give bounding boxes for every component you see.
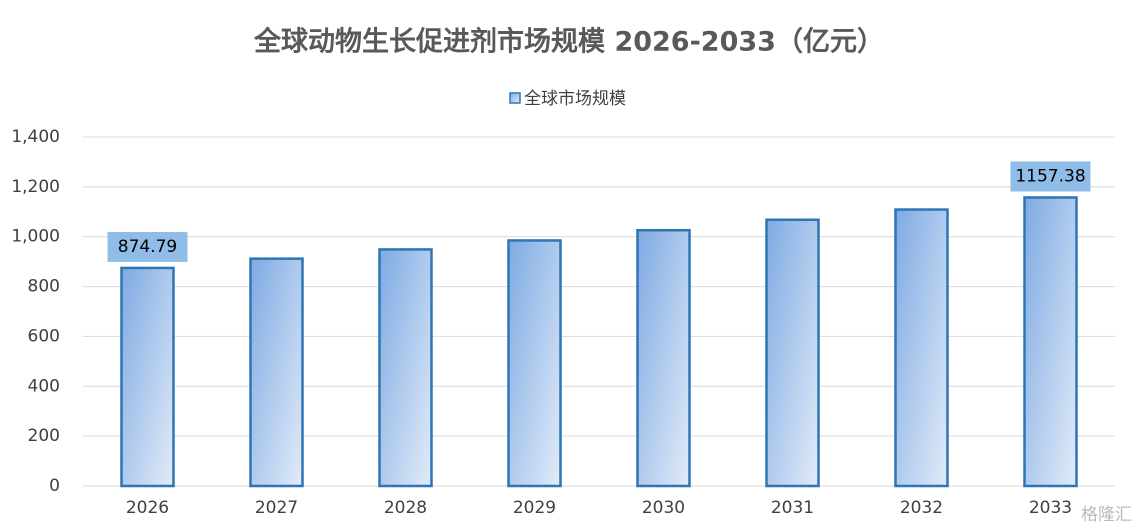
- data-label-box: [107, 231, 188, 262]
- bar: [765, 218, 820, 488]
- x-tick-label: 2026: [126, 498, 169, 518]
- x-tick-label: 2029: [513, 498, 556, 518]
- y-tick-label: 0: [49, 476, 60, 496]
- bar: [1023, 196, 1078, 488]
- legend-label: 全球市场规模: [524, 89, 626, 109]
- y-tick-label: 1,400: [11, 127, 60, 147]
- data-label-box: [1010, 161, 1091, 192]
- bar: [894, 208, 949, 488]
- watermark: 格隆汇: [1081, 505, 1132, 525]
- y-tick-label: 600: [28, 326, 60, 346]
- x-tick-label: 2031: [771, 498, 814, 518]
- chart-title: 全球动物生长促进剂市场规模 2026-2033（亿元）: [253, 26, 884, 58]
- bar: [378, 248, 433, 488]
- y-tick-label: 800: [28, 277, 60, 297]
- y-tick-label: 400: [28, 376, 60, 396]
- x-tick-label: 2030: [642, 498, 685, 518]
- x-tick-label: 2027: [255, 498, 298, 518]
- x-tick-label: 2033: [1029, 498, 1072, 518]
- bar: [636, 228, 691, 488]
- y-tick-label: 200: [28, 426, 60, 446]
- x-tick-label: 2028: [384, 498, 427, 518]
- bar: [120, 266, 175, 488]
- y-tick-label: 1,200: [11, 177, 60, 197]
- bar: [249, 257, 304, 488]
- data-label: 874.79: [118, 237, 177, 257]
- legend-swatch: [509, 92, 521, 104]
- x-tick-label: 2032: [900, 498, 943, 518]
- y-tick-label: 1,000: [11, 227, 60, 247]
- bar: [507, 239, 562, 488]
- data-label: 1157.38: [1015, 166, 1085, 186]
